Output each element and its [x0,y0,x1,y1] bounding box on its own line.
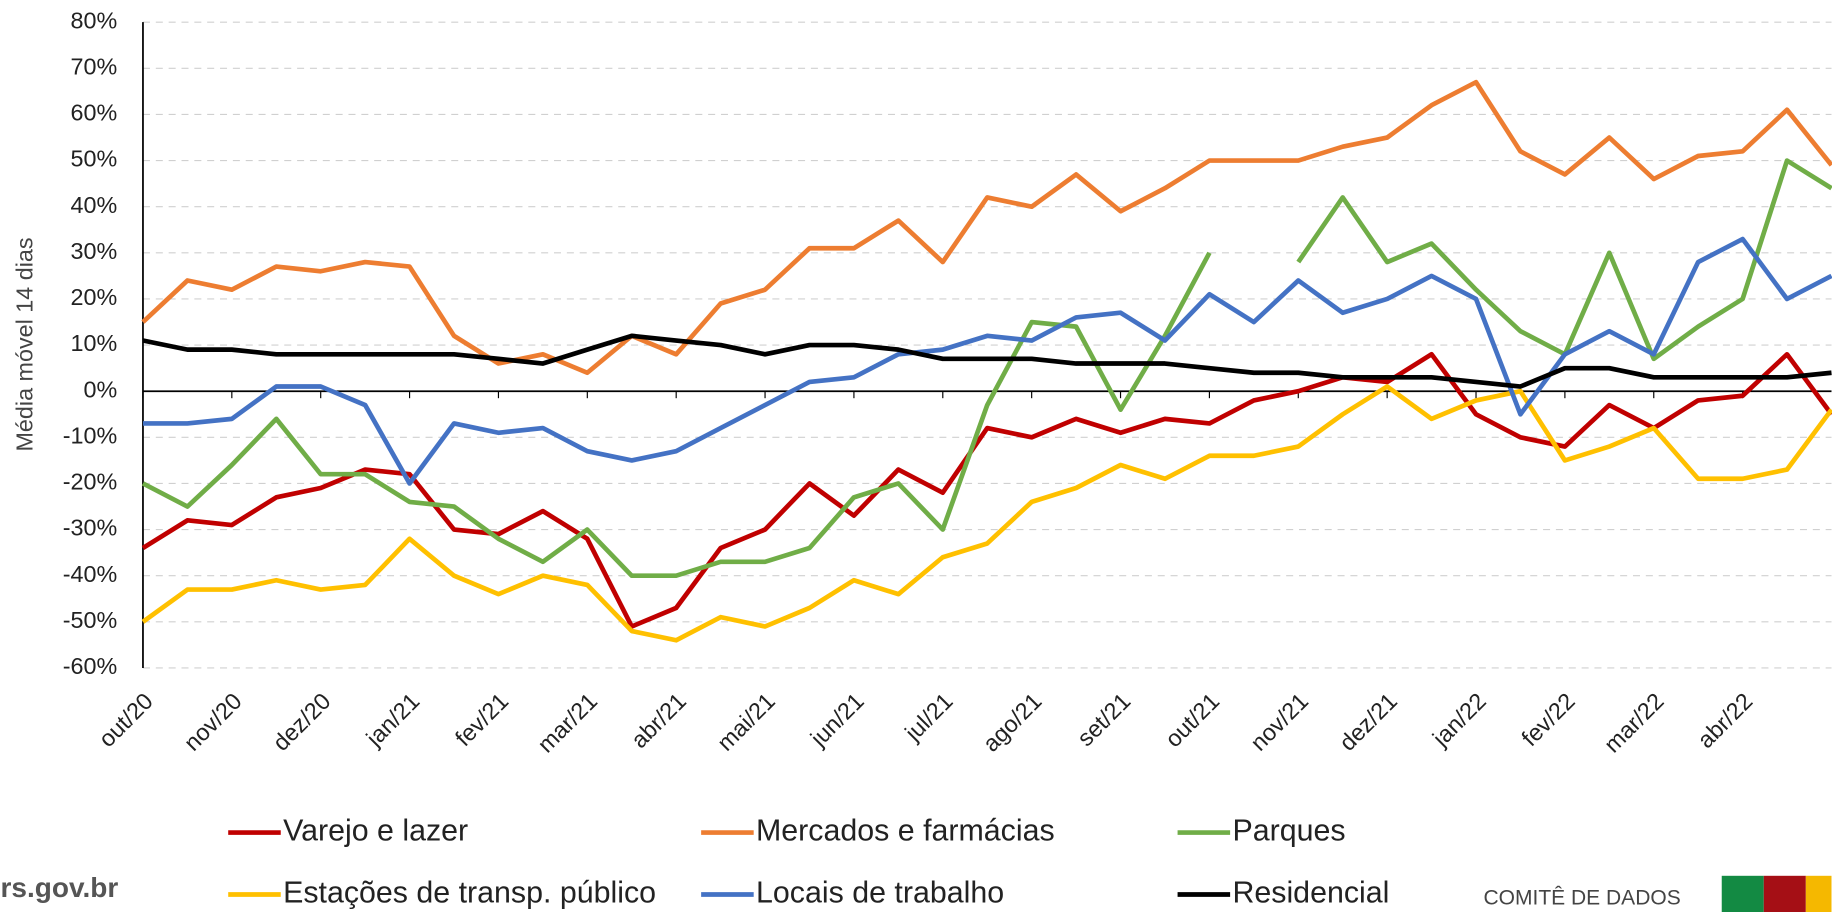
legend-label: Residencial [1232,876,1389,909]
x-tick-label: fev/22 [1516,688,1579,751]
x-tick-label: jun/21 [805,688,869,752]
x-tick-label: out/21 [1160,688,1224,752]
series-line [141,384,1832,643]
y-tick-label: 70% [71,53,118,79]
x-tick-label: nov/21 [1245,688,1313,756]
x-tick-label: fev/21 [450,688,513,751]
y-tick-label: 10% [71,330,118,356]
flag-yellow [1805,875,1832,912]
x-tick-label: mar/21 [532,688,602,758]
x-tick-label: set/21 [1072,688,1135,751]
legend-label: Parques [1232,815,1345,848]
x-tick-label: abr/22 [1692,688,1757,753]
y-tick-label: -10% [63,422,118,448]
x-tick-label: mar/22 [1599,688,1669,758]
x-tick-label: nov/20 [179,688,247,756]
y-axis-title: Média móvel 14 dias [11,237,37,451]
series-line [142,236,1832,486]
x-tick-label: abr/21 [626,688,691,753]
y-tick-label: 40% [71,192,118,218]
flag-red [1763,875,1806,912]
x-tick-label: ago/21 [978,688,1047,757]
x-tick-label: jan/22 [1427,688,1491,752]
footer-site: rs.gov.br [0,872,118,903]
x-tick-label: mai/21 [712,688,780,756]
y-tick-label: 50% [71,146,118,172]
y-tick-label: -30% [63,515,118,541]
x-tick-label: dez/20 [268,688,336,756]
y-tick-label: 80% [71,7,118,33]
footer-committee: COMITÊ DE DADOS [1484,887,1681,910]
legend-label: Estações de transp. público [283,876,656,909]
y-tick-label: -60% [63,653,118,679]
y-tick-label: 60% [71,100,118,126]
legend-label: Varejo e lazer [283,815,468,848]
x-tick-label: dez/21 [1334,688,1402,756]
y-tick-label: 20% [71,284,118,310]
y-tick-label: 0% [84,376,118,402]
legend-label: Locais de trabalho [756,876,1004,909]
legend-label: Mercados e farmácias [756,815,1055,848]
series-line [142,333,1832,389]
y-tick-label: 30% [71,238,118,264]
x-tick-label: jul/21 [899,688,958,747]
y-tick-label: -50% [63,607,118,633]
flag-green [1721,875,1764,912]
x-tick-label: jan/21 [360,688,424,752]
y-tick-label: -40% [63,561,118,587]
y-tick-label: -20% [63,469,118,495]
series-line [141,351,1832,629]
series-line [141,79,1832,376]
x-tick-label: out/20 [94,688,158,752]
